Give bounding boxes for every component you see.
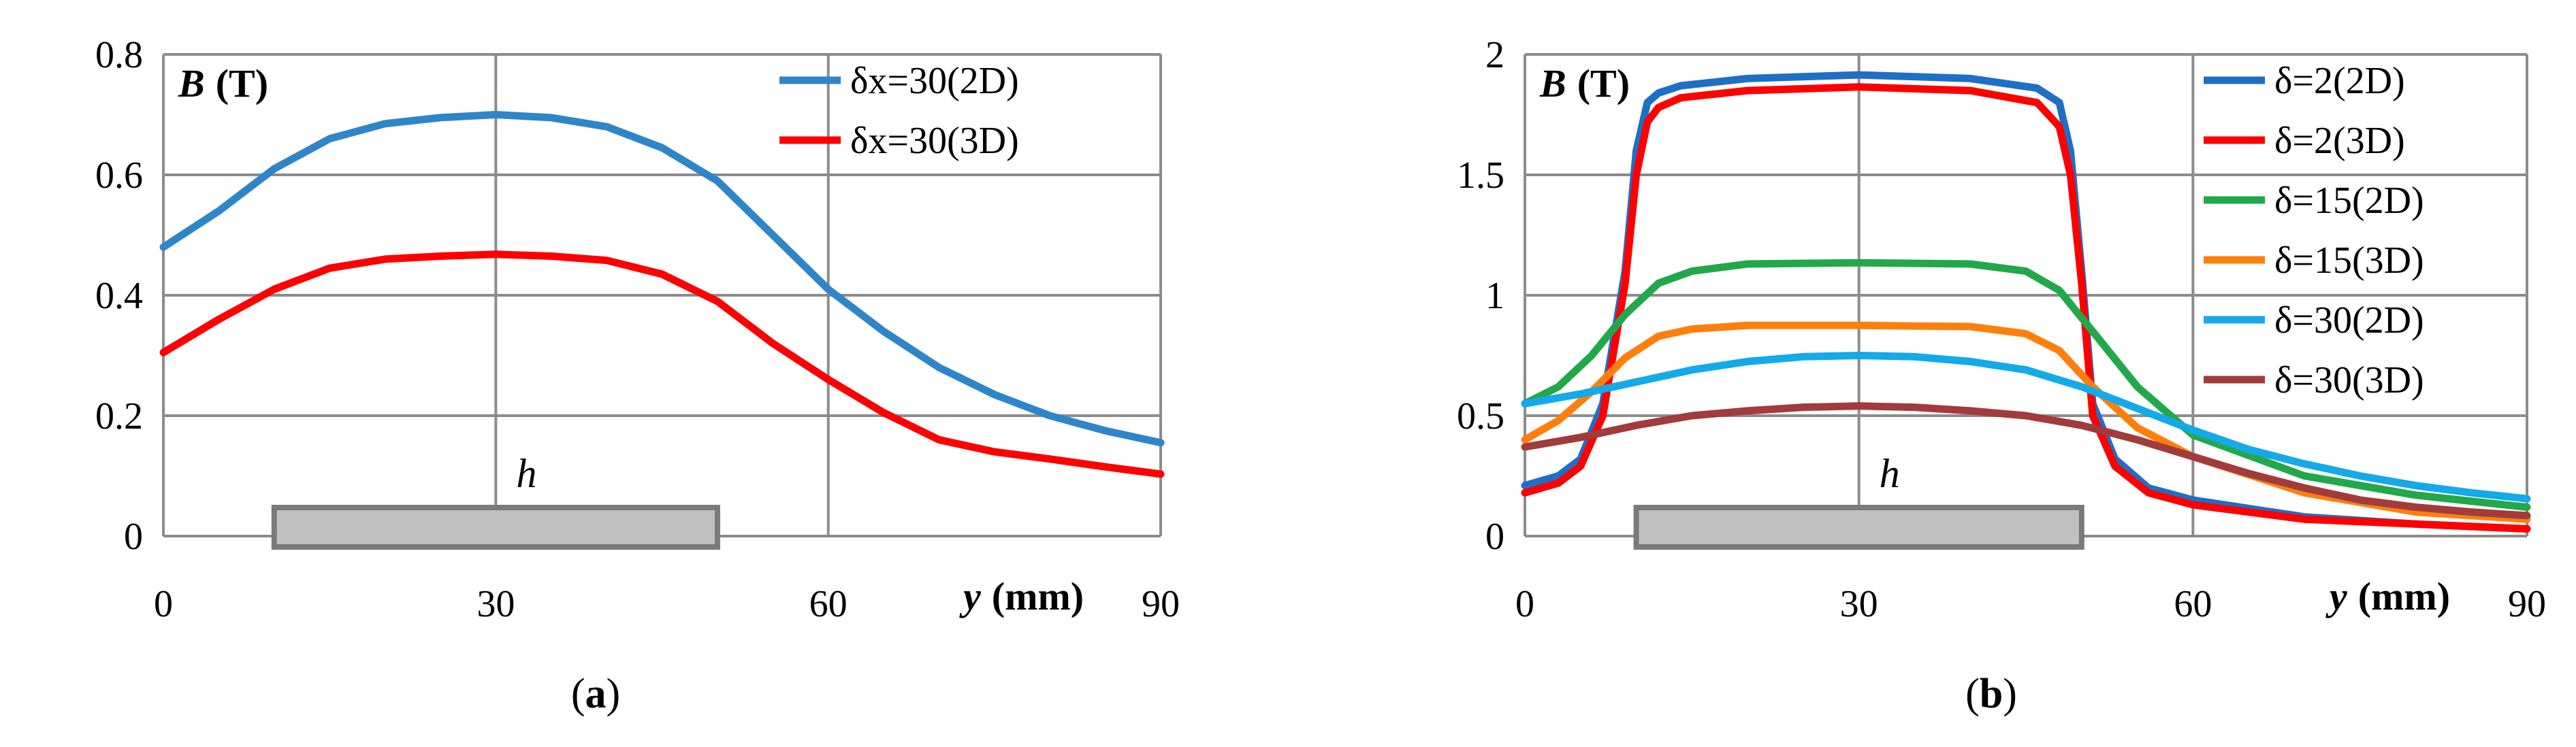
h-bar-label: h (516, 451, 536, 496)
caption-close-paren: ) (607, 671, 621, 717)
x-tick-label: 0 (154, 583, 173, 625)
caption-open-paren: ( (571, 671, 585, 717)
x-axis-label-variable: y (959, 574, 981, 618)
caption-close-paren: ) (2003, 671, 2017, 717)
x-tick-label: 90 (1142, 583, 1180, 625)
y-axis-label: B (T) (178, 61, 268, 105)
y-tick-label: 1 (1485, 275, 1504, 317)
y-tick-label: 0.5 (1457, 395, 1504, 437)
legend-label: δ=30(2D) (2274, 299, 2424, 342)
y-axis-label-unit: (T) (216, 61, 268, 105)
legend-label: δx=30(2D) (850, 60, 1019, 102)
y-tick-label: 0.4 (95, 275, 143, 317)
x-axis-label: y (mm) (2325, 574, 2450, 618)
caption-open-paren: ( (1965, 671, 1980, 717)
series-line (1521, 402, 2531, 520)
series-line (159, 111, 1165, 447)
h-bar (271, 505, 720, 550)
panel-caption: (a) (571, 671, 620, 717)
x-tick-label: 60 (2174, 583, 2212, 625)
h-bar-label: h (1880, 451, 1900, 496)
chart-panel-b: 0 0.5 1 1.5 2 0 30 60 90 h B (T) y (mm) δ=2(2D) δ=2(3D)… (1457, 34, 2546, 717)
y-tick-label: 0 (1485, 516, 1504, 558)
x-tick-label: 0 (1515, 583, 1534, 625)
y-tick-label: 0.6 (95, 154, 143, 197)
legend-label: δ=30(3D) (2274, 359, 2424, 401)
x-tick-label: 30 (477, 583, 515, 625)
x-tick-label: 90 (2508, 583, 2546, 625)
panel-caption: (b) (1965, 671, 2017, 717)
y-axis-label: B (T) (1539, 61, 1630, 105)
x-axis-label-unit: (mm) (2358, 574, 2450, 618)
h-bar (1633, 505, 2084, 550)
y-tick-label: 0.8 (95, 34, 143, 76)
caption-letter: a (585, 671, 607, 717)
legend: δ=2(2D) δ=2(3D) δ=15(2D) δ=15(3D) δ=30(2D) δ=… (2204, 60, 2424, 401)
series-line (1521, 352, 2531, 503)
legend-label: δ=2(3D) (2274, 120, 2405, 162)
y-tick-label: 0.2 (95, 395, 143, 437)
series-line (159, 250, 1165, 478)
y-tick-label: 0 (124, 516, 143, 558)
legend: δx=30(2D) δx=30(3D) (779, 60, 1019, 162)
y-axis-label-variable: B (178, 61, 205, 105)
caption-letter: b (1980, 671, 2003, 717)
series-line (1521, 259, 2531, 511)
y-tick-label: 1.5 (1457, 154, 1504, 197)
legend-label: δ=15(3D) (2274, 239, 2424, 282)
x-tick-label: 60 (809, 583, 848, 625)
x-axis-label-unit: (mm) (992, 574, 1084, 618)
x-tick-label: 30 (1840, 583, 1878, 625)
x-axis-label-variable: y (2325, 574, 2347, 618)
y-tick-label: 2 (1485, 34, 1504, 76)
y-axis-label-unit: (T) (1577, 61, 1630, 105)
legend-label: δ=15(2D) (2274, 180, 2424, 222)
x-axis-label: y (mm) (959, 574, 1084, 618)
legend-label: δ=2(2D) (2274, 60, 2405, 102)
y-axis-label-variable: B (1539, 61, 1566, 105)
legend-label: δx=30(3D) (850, 120, 1019, 162)
